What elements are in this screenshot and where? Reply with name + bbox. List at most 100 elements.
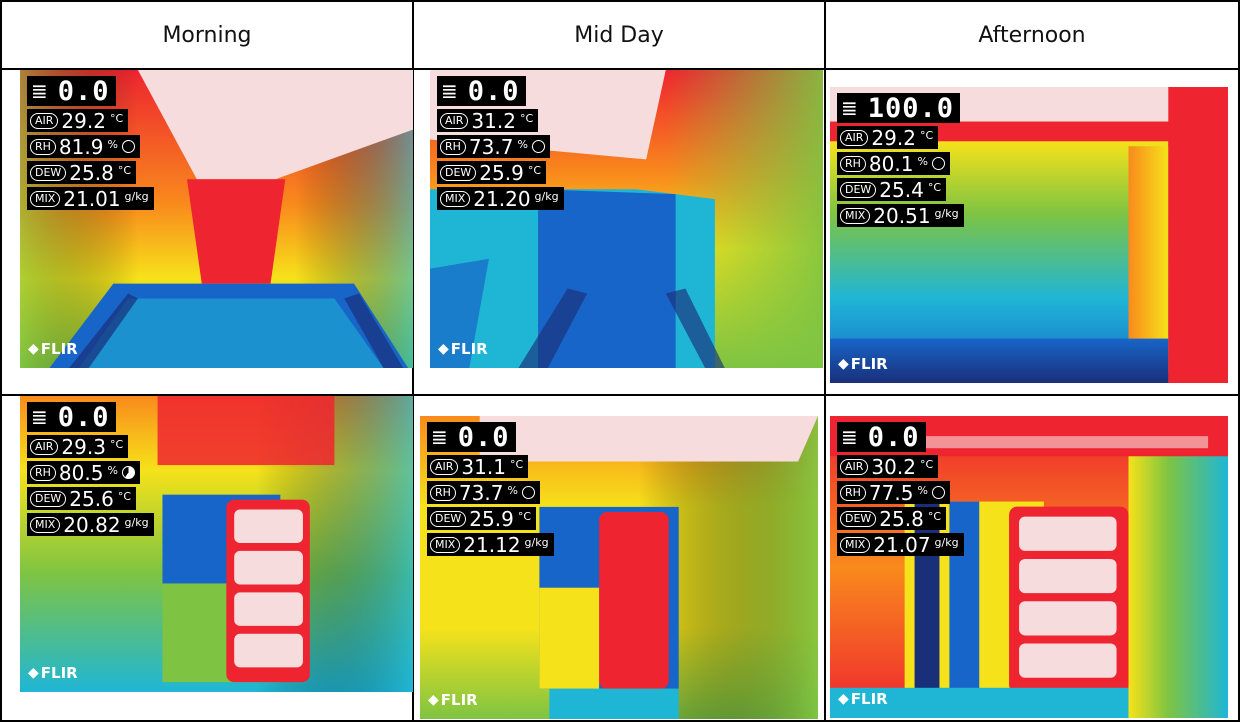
air-unit: °C [109,438,124,451]
humidity-indicator-icon [531,140,545,153]
mix-label-badge: MIX [430,536,461,553]
readout-value: 0.0 [57,401,110,433]
rh-reading: RH 80.1% [837,151,950,176]
dew-unit: °C [927,510,942,523]
flir-wordmark: FLIR [850,355,888,373]
air-label-badge: AIR [30,438,59,455]
table-border-bottom [0,720,1240,722]
mix-value: 21.01 [63,186,121,211]
readout-header: ≣ 0.0 [27,76,116,107]
rh-unit: % [917,484,928,497]
air-reading: AIR 31.1 °C [427,454,529,479]
mix-reading: MIX 21.20 g/kg [437,187,564,211]
dew-value: 25.9 [479,160,524,185]
air-label-badge: AIR [440,112,469,129]
dew-value: 25.8 [879,506,924,531]
thermal-image-midday-window: ≣ 0.0 AIR 31.1 °C RH 73.7% DEW 25.9 °C MIX 21.12 g/k… [420,416,818,719]
mix-unit: g/kg [124,190,149,203]
rh-reading: RH 77.5% [837,481,950,505]
measurement-overlay: ≣ 0.0 AIR 31.2 °C RH 73.7% DEW 25.9 °C MIX 21.20 g/k… [437,76,564,213]
dew-reading: DEW 25.9 °C [427,506,537,531]
mix-unit: g/kg [524,536,549,549]
flir-wordmark: FLIR [850,690,888,708]
rh-label-badge: RH [30,464,56,481]
mix-reading: MIX 21.12 g/kg [427,532,554,557]
table-border-col2 [824,0,826,722]
mix-unit: g/kg [124,516,149,529]
air-reading: AIR 29.3 °C [27,435,129,459]
mix-reading: MIX 21.01 g/kg [27,186,154,211]
dew-unit: °C [527,164,542,177]
flir-mark-icon: ◆ [838,691,849,707]
mix-label-badge: MIX [30,190,61,207]
air-value: 31.1 [461,454,506,479]
flir-mark-icon: ◆ [428,692,439,708]
mix-value: 21.12 [463,532,521,557]
dew-reading: DEW 25.6 °C [27,486,137,511]
humidity-indicator-icon [931,486,945,499]
table-border-left [0,0,2,722]
air-unit: °C [509,458,524,471]
dew-unit: °C [927,181,942,194]
dew-unit: °C [517,510,532,523]
dew-label-badge: DEW [840,181,877,198]
flir-mark-icon: ◆ [838,356,849,372]
flir-logo: ◆ FLIR [438,340,488,358]
air-unit: °C [919,458,934,471]
air-unit: °C [109,112,124,125]
dew-value: 25.9 [469,506,514,531]
rh-value: 73.7 [458,480,504,505]
measurement-overlay: ≣ 100.0 AIR 29.2 °C RH 80.1% DEW 25.4 °C MIX 20.51 g… [837,93,964,230]
readout-value: 0.0 [467,75,520,107]
thermal-scene [20,396,413,692]
dew-reading: DEW 25.4 °C [837,178,947,202]
table-border-top [0,0,1240,2]
air-reading: AIR 29.2 °C [837,125,939,150]
thermal-image-afternoon-room: ≣ 100.0 AIR 29.2 °C RH 80.1% DEW 25.4 °C MIX 20.51 g… [830,87,1228,383]
mix-unit: g/kg [534,190,559,203]
readout-value: 100.0 [867,92,955,124]
dew-label-badge: DEW [840,510,877,527]
rh-unit: % [517,138,528,151]
table-border-col1 [412,0,414,722]
humidity-indicator-icon [121,140,135,153]
rh-reading: RH 73.7% [427,480,540,505]
dew-label-badge: DEW [440,164,477,181]
readout-header: ≣ 100.0 [837,92,961,124]
measurement-overlay: ≣ 0.0 AIR 30.2 °C RH 77.5% DEW 25.8 °C MIX 21.07 g/k… [837,422,964,559]
dew-value: 25.6 [69,486,114,511]
dew-unit: °C [117,490,132,503]
flir-mark-icon: ◆ [28,341,39,357]
mix-label-badge: MIX [840,207,871,224]
thermal-image-morning-window: ≣ 0.0 AIR 29.3 °C RH 80.5% DEW 25.6 °C MIX 20.82 g/k… [20,396,413,692]
flir-logo: ◆ FLIR [838,690,888,708]
meter-icon: ≣ [31,405,48,429]
dew-reading: DEW 25.8 °C [837,506,947,531]
rh-unit: % [507,484,518,497]
flir-wordmark: FLIR [40,664,78,682]
flir-wordmark: FLIR [450,340,488,358]
meter-icon: ≣ [841,96,858,120]
meter-icon: ≣ [441,79,458,103]
mix-unit: g/kg [934,207,959,220]
dew-label-badge: DEW [30,164,67,181]
readout-value: 0.0 [867,421,920,453]
table-border-middle [0,394,1240,396]
rh-value: 80.1 [868,151,914,176]
readout-header: ≣ 0.0 [837,421,926,453]
meter-icon: ≣ [431,425,448,449]
rh-label-badge: RH [30,138,56,155]
mix-label-badge: MIX [440,190,471,207]
dew-unit: °C [117,164,132,177]
air-unit: °C [919,129,934,142]
rh-label-badge: RH [840,155,866,172]
air-value: 29.2 [871,125,916,150]
meter-icon: ≣ [31,79,48,103]
measurement-overlay: ≣ 0.0 AIR 29.2 °C RH 81.9% DEW 25.8 °C MIX 21.01 g/k… [27,76,154,213]
dew-label-badge: DEW [430,510,467,527]
air-reading: AIR 31.2 °C [437,109,539,133]
mix-label-badge: MIX [840,536,871,553]
readout-header: ≣ 0.0 [27,401,116,433]
header-mid-day: Mid Day [574,22,664,48]
